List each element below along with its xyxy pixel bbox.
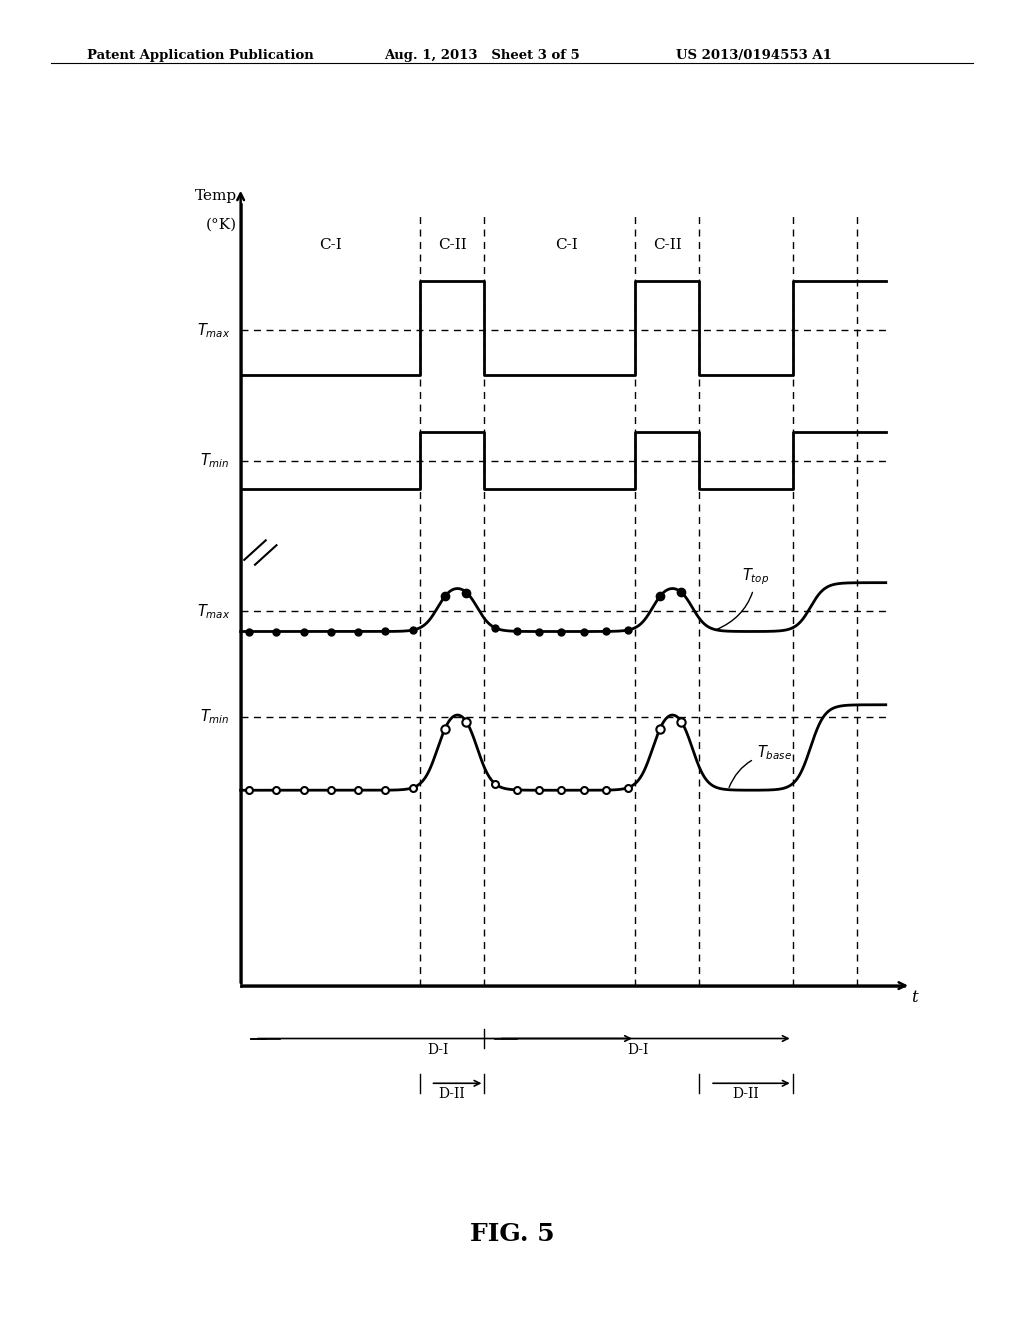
Text: $T_{max}$: $T_{max}$ [197, 602, 229, 620]
Text: $T_{top}$: $T_{top}$ [717, 566, 770, 630]
Text: Temp: Temp [195, 189, 238, 203]
Text: FIG. 5: FIG. 5 [470, 1222, 554, 1246]
Text: $T_{max}$: $T_{max}$ [197, 321, 229, 339]
Text: D-II: D-II [438, 1088, 466, 1101]
Text: C-II: C-II [652, 238, 682, 252]
Text: C-I: C-I [318, 238, 342, 252]
Text: $T_{min}$: $T_{min}$ [201, 451, 229, 470]
Text: t: t [911, 989, 918, 1006]
Text: $T_{min}$: $T_{min}$ [201, 708, 229, 726]
Text: C-I: C-I [555, 238, 579, 252]
Text: $T_{base}$: $T_{base}$ [729, 743, 792, 788]
Text: D-II: D-II [732, 1088, 760, 1101]
Text: (°K): (°K) [206, 218, 238, 231]
Text: C-II: C-II [437, 238, 467, 252]
Text: D-I: D-I [427, 1043, 449, 1056]
Text: D-I: D-I [628, 1043, 649, 1056]
Text: Patent Application Publication: Patent Application Publication [87, 49, 313, 62]
Text: Aug. 1, 2013   Sheet 3 of 5: Aug. 1, 2013 Sheet 3 of 5 [384, 49, 580, 62]
Text: US 2013/0194553 A1: US 2013/0194553 A1 [676, 49, 831, 62]
